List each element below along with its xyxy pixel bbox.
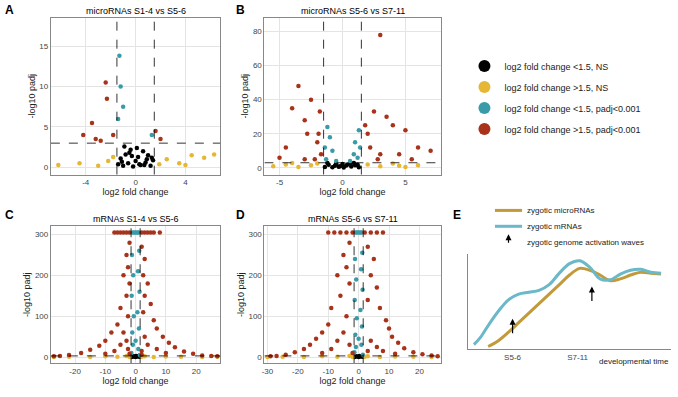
svg-text:300: 300 (248, 230, 262, 239)
svg-text:S7-11: S7-11 (567, 353, 588, 362)
svg-text:0: 0 (340, 178, 345, 187)
svg-text:mRNAs S5-6 vs S7-11: mRNAs S5-6 vs S7-11 (308, 214, 398, 224)
svg-text:-5: -5 (276, 178, 284, 187)
svg-text:microRNAs S1-4 vs S5-6: microRNAs S1-4 vs S5-6 (86, 6, 186, 16)
svg-text:-20: -20 (69, 367, 81, 376)
svg-text:20: 20 (415, 367, 424, 376)
svg-text:-log10 padj: -log10 padj (240, 74, 250, 119)
svg-text:300: 300 (35, 230, 49, 239)
svg-text:80: 80 (253, 27, 262, 36)
svg-text:-log10 padj: -log10 padj (22, 272, 32, 317)
svg-text:0: 0 (44, 353, 49, 362)
svg-text:log2 fold change >1.5, padj<0.: log2 fold change >1.5, padj<0.001 (504, 125, 640, 135)
svg-text:D: D (236, 208, 245, 222)
svg-text:0: 0 (133, 367, 138, 376)
svg-text:log2 fold change <1.5, padj<0.: log2 fold change <1.5, padj<0.001 (504, 104, 640, 114)
svg-text:10: 10 (161, 367, 170, 376)
svg-text:-10: -10 (322, 367, 334, 376)
svg-text:-4: -4 (82, 178, 90, 187)
svg-text:60: 60 (253, 61, 262, 70)
svg-text:-log10 padj: -log10 padj (27, 74, 37, 119)
svg-text:200: 200 (35, 271, 49, 280)
svg-text:A: A (5, 3, 14, 17)
svg-text:100: 100 (248, 312, 262, 321)
svg-text:5: 5 (403, 178, 408, 187)
svg-text:microRNAs S5-6 vs S7-11: microRNAs S5-6 vs S7-11 (301, 6, 405, 16)
svg-text:0: 0 (44, 163, 49, 172)
svg-text:0: 0 (257, 353, 262, 362)
svg-text:log2 fold change >1.5, NS: log2 fold change >1.5, NS (504, 83, 608, 93)
svg-text:0: 0 (257, 164, 262, 173)
svg-text:-30: -30 (262, 367, 274, 376)
svg-text:10: 10 (39, 82, 48, 91)
svg-text:C: C (5, 208, 14, 222)
svg-text:zygotic mRNAs: zygotic mRNAs (527, 222, 582, 231)
svg-text:100: 100 (35, 312, 49, 321)
svg-text:B: B (236, 3, 245, 17)
svg-text:20: 20 (192, 367, 201, 376)
svg-text:-10: -10 (100, 367, 112, 376)
svg-text:log2 fold change: log2 fold change (320, 376, 386, 386)
svg-text:-20: -20 (292, 367, 304, 376)
svg-text:S5-6: S5-6 (504, 353, 521, 362)
svg-text:log2 fold change <1.5, NS: log2 fold change <1.5, NS (504, 62, 608, 72)
svg-text:15: 15 (39, 42, 48, 51)
svg-text:4: 4 (183, 178, 188, 187)
svg-text:200: 200 (248, 271, 262, 280)
svg-text:developmental time: developmental time (599, 357, 669, 366)
svg-text:0: 0 (356, 367, 361, 376)
svg-text:log2 fold change: log2 fold change (103, 187, 169, 197)
svg-text:zygotic genome activation wave: zygotic genome activation waves (527, 238, 644, 247)
svg-text:log2 fold change: log2 fold change (320, 187, 386, 197)
svg-text:5: 5 (44, 123, 49, 132)
svg-text:10: 10 (385, 367, 394, 376)
svg-text:0: 0 (133, 178, 138, 187)
svg-text:mRNAs S1-4 vs S5-6: mRNAs S1-4 vs S5-6 (93, 214, 179, 224)
svg-text:20: 20 (253, 130, 262, 139)
svg-text:40: 40 (253, 95, 262, 104)
svg-text:log2 fold change: log2 fold change (103, 376, 169, 386)
svg-text:E: E (453, 208, 461, 222)
svg-text:zygotic microRNAs: zygotic microRNAs (527, 206, 595, 215)
svg-text:-log10 padj: -log10 padj (236, 272, 246, 317)
